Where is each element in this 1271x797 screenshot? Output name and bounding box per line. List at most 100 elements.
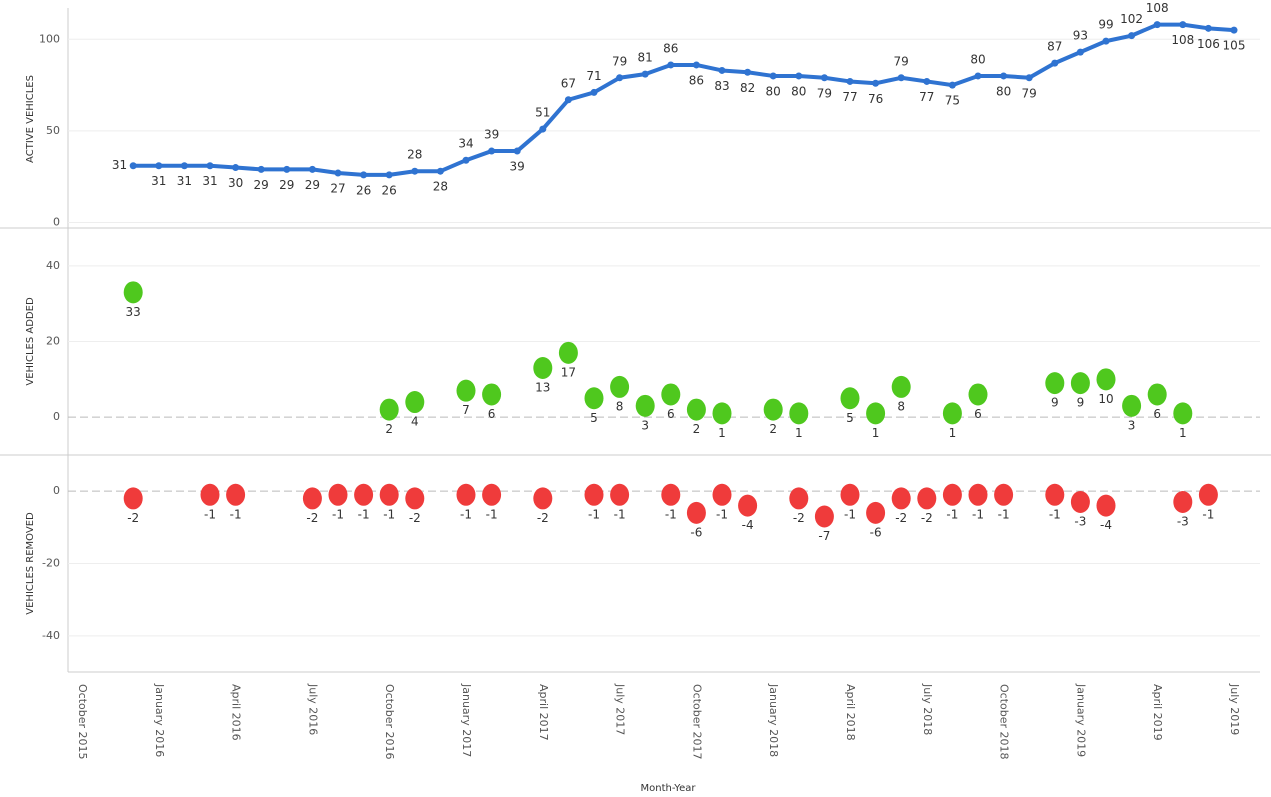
point <box>1096 494 1116 517</box>
data-label: 4 <box>411 415 419 429</box>
point <box>360 171 368 179</box>
data-label: 9 <box>1051 396 1059 410</box>
point <box>968 383 988 406</box>
point <box>405 391 425 414</box>
point <box>513 147 521 155</box>
point <box>872 79 880 87</box>
data-label: 8 <box>897 399 905 413</box>
data-label: 6 <box>488 407 496 421</box>
x-axis-title: Month-Year <box>641 783 697 794</box>
point <box>564 96 572 104</box>
y-axis-title: VEHICLES ADDED <box>25 297 36 386</box>
point <box>795 72 803 80</box>
point <box>482 483 502 506</box>
point <box>692 61 700 69</box>
point <box>1025 74 1033 82</box>
data-label: 9 <box>1077 396 1085 410</box>
data-label: 3 <box>641 418 649 432</box>
data-label: 93 <box>1073 29 1088 43</box>
data-label: -6 <box>690 525 702 539</box>
data-label: -1 <box>486 507 498 521</box>
point <box>155 162 163 170</box>
point <box>123 281 143 304</box>
point <box>942 402 962 425</box>
data-label: 30 <box>228 176 243 190</box>
data-label: -4 <box>1100 518 1112 532</box>
x-tick-label: October 2015 <box>76 684 89 760</box>
data-label: 39 <box>510 160 525 174</box>
x-tick-label: April 2016 <box>230 684 243 741</box>
data-label: 79 <box>612 54 627 68</box>
point <box>1000 72 1008 80</box>
point <box>283 165 291 173</box>
data-label: 6 <box>667 407 675 421</box>
point <box>769 72 777 80</box>
y-axis-title: VEHICLES REMOVED <box>25 512 36 615</box>
point <box>354 483 374 506</box>
point <box>738 494 758 517</box>
data-label: 102 <box>1120 12 1143 26</box>
point <box>1147 383 1167 406</box>
point <box>482 383 502 406</box>
point <box>328 483 348 506</box>
point <box>635 394 655 417</box>
data-label: 80 <box>791 84 806 98</box>
point <box>226 483 246 506</box>
point <box>866 501 886 524</box>
data-label: 28 <box>407 148 422 162</box>
data-label: 108 <box>1146 1 1169 15</box>
data-label: -1 <box>844 507 856 521</box>
data-label: -1 <box>383 507 395 521</box>
x-tick-label: October 2017 <box>690 684 703 760</box>
point <box>180 162 188 170</box>
data-label: -2 <box>793 511 805 525</box>
point <box>1096 368 1116 391</box>
data-label: 1 <box>872 426 880 440</box>
data-label: 33 <box>126 305 141 319</box>
point <box>405 487 425 510</box>
data-label: 5 <box>590 411 598 425</box>
x-tick-label: January 2016 <box>153 683 166 757</box>
data-label: 8 <box>616 399 624 413</box>
data-label: 31 <box>112 158 127 172</box>
data-label: 77 <box>842 90 857 104</box>
data-label: 3 <box>1128 418 1136 432</box>
point <box>584 483 604 506</box>
x-tick-label: July 2019 <box>1228 683 1241 735</box>
data-label: -1 <box>1049 507 1061 521</box>
y-axis-title: ACTIVE VEHICLES <box>25 75 36 163</box>
data-label: -1 <box>1202 507 1214 521</box>
point <box>616 74 624 82</box>
point <box>1173 491 1193 514</box>
point <box>533 356 553 379</box>
point <box>129 162 137 170</box>
data-label: -2 <box>921 511 933 525</box>
data-label: 77 <box>919 90 934 104</box>
point <box>1045 372 1065 395</box>
point <box>379 483 399 506</box>
x-tick-label: July 2017 <box>614 683 627 735</box>
point <box>462 156 470 164</box>
point <box>590 88 598 96</box>
data-label: 80 <box>970 52 985 66</box>
point <box>533 487 553 510</box>
data-label: -2 <box>127 511 139 525</box>
data-label: 31 <box>177 174 192 188</box>
y-tick-label: 40 <box>46 259 60 272</box>
point <box>610 375 630 398</box>
point <box>891 375 911 398</box>
point <box>820 74 828 82</box>
data-label: 51 <box>535 106 550 120</box>
x-tick-label: October 2016 <box>383 684 396 760</box>
y-tick-label: 0 <box>53 216 60 229</box>
data-label: 1 <box>1179 426 1187 440</box>
point <box>257 165 265 173</box>
line <box>133 22 1235 177</box>
y-tick-label: -20 <box>42 557 60 570</box>
point <box>917 487 937 510</box>
data-label: -1 <box>716 507 728 521</box>
data-label: 86 <box>663 41 678 55</box>
data-label: 76 <box>868 92 883 106</box>
data-label: -2 <box>537 511 549 525</box>
data-label: -2 <box>409 511 421 525</box>
